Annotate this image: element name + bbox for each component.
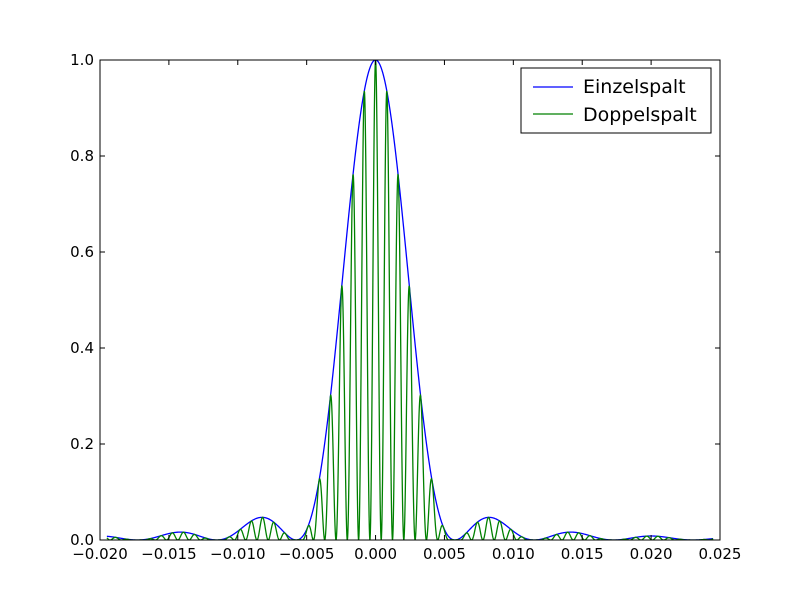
x-tick-label: −0.010 (210, 545, 266, 563)
y-tick-label: 1.0 (70, 51, 94, 69)
plot-frame (99, 59, 721, 541)
y-tick-label: 0.0 (70, 531, 94, 549)
x-tick-label: 0.000 (354, 545, 397, 563)
legend: Einzelspalt Doppelspalt (520, 67, 712, 134)
x-tick-label: −0.005 (279, 545, 335, 563)
y-tick-label: 0.8 (70, 147, 94, 165)
x-tick-label: 0.010 (492, 545, 535, 563)
x-tick-label: −0.015 (141, 545, 197, 563)
legend-label-doppelspalt: Doppelspalt (583, 104, 697, 126)
x-tick-label: 0.025 (699, 545, 742, 563)
x-tick-label: 0.015 (561, 545, 604, 563)
y-tick-label: 0.2 (70, 435, 94, 453)
y-tick-label: 0.6 (70, 243, 94, 261)
legend-box (520, 67, 712, 134)
x-tick-label: −0.020 (72, 545, 128, 563)
y-tick-label: 0.4 (70, 339, 94, 357)
x-tick-label: 0.020 (630, 545, 673, 563)
x-tick-label: 0.005 (423, 545, 466, 563)
legend-label-einzelspalt: Einzelspalt (583, 76, 686, 98)
